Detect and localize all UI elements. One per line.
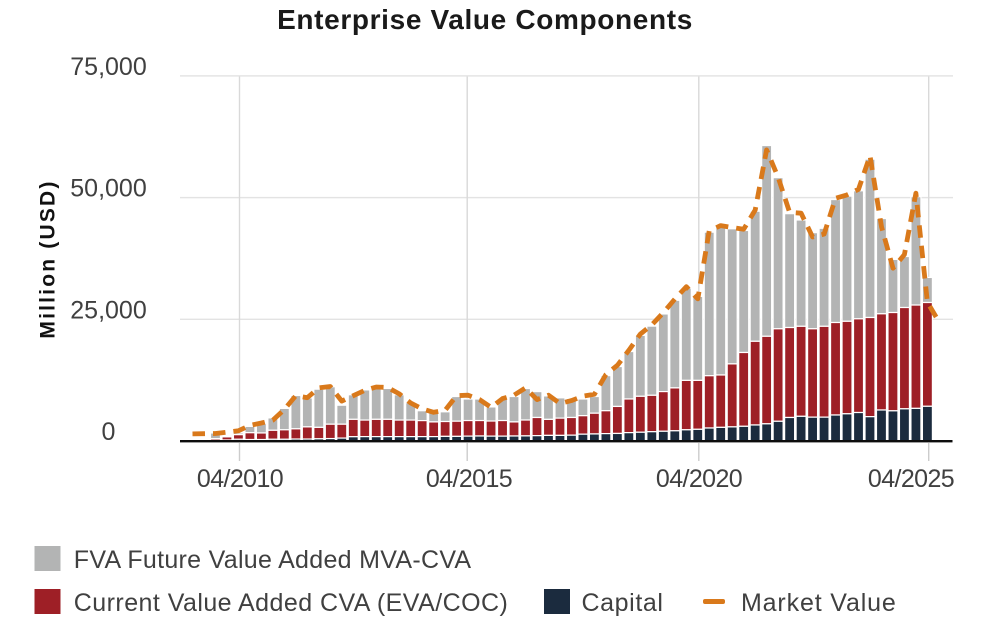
- svg-text:04/2010: 04/2010: [197, 465, 283, 493]
- svg-text:Capital: Capital: [582, 589, 664, 617]
- svg-text:Enterprise Value Components: Enterprise Value Components: [277, 4, 693, 35]
- svg-text:Current Value Added CVA (EVA/C: Current Value Added CVA (EVA/COC): [74, 589, 508, 617]
- svg-text:Market Value: Market Value: [741, 589, 897, 617]
- svg-text:25,000: 25,000: [70, 296, 146, 324]
- svg-text:04/2020: 04/2020: [656, 465, 742, 493]
- svg-text:04/2015: 04/2015: [426, 465, 512, 493]
- svg-text:Million (USD): Million (USD): [37, 179, 60, 338]
- svg-text:FVA Future Value Added MVA-CVA: FVA Future Value Added MVA-CVA: [74, 546, 472, 574]
- svg-text:04/2025: 04/2025: [868, 465, 954, 493]
- svg-text:0: 0: [102, 418, 116, 446]
- svg-text:75,000: 75,000: [70, 53, 146, 81]
- svg-text:50,000: 50,000: [70, 175, 146, 203]
